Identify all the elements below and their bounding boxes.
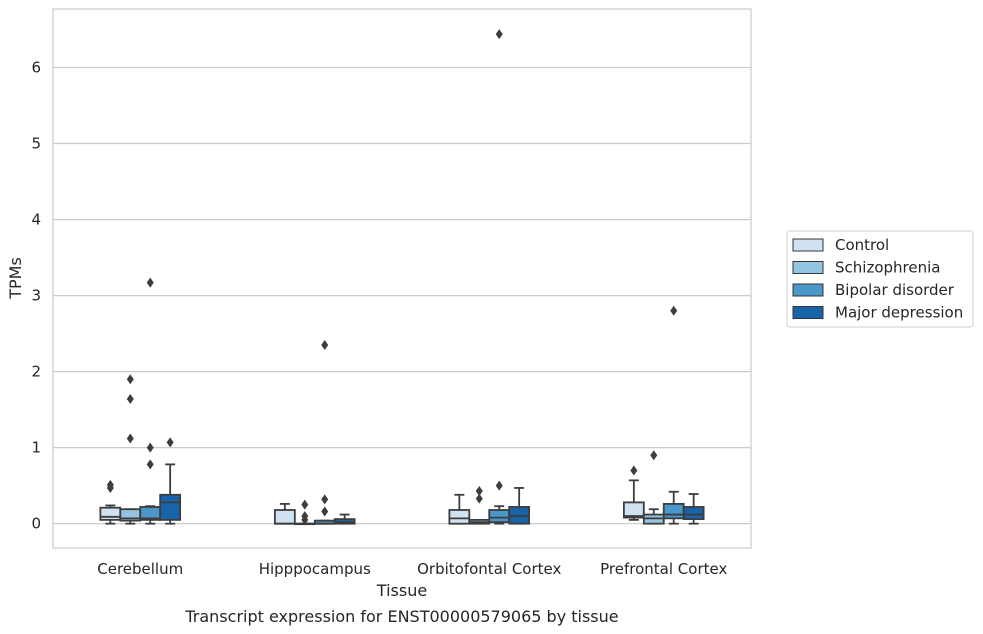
y-axis-title: TPMs [6,257,25,300]
legend-items: Control Schizophrenia Bipolar disorder Majo… [792,236,963,322]
legend-swatch [792,261,824,274]
box [99,506,122,521]
outlier-marker [495,29,503,40]
legend-label: Control [835,236,889,254]
outlier-marker [126,374,134,385]
outlier-marker [475,493,483,504]
outlier-marker [475,485,483,496]
box-group [273,340,356,526]
y-tick-label: 6 [31,59,41,77]
box-groups [99,29,705,526]
box [448,509,471,525]
plot-background [53,9,751,548]
x-tick-labels: Cerebellum Hipppocampus Orbitofontal Corte… [97,560,727,578]
y-tick-label: 0 [31,515,41,533]
outlier-marker [126,393,134,404]
box [488,509,511,524]
outlier-marker [301,499,309,510]
legend-frame [786,230,974,328]
outlier-marker [166,437,174,448]
y-tick-label: 5 [31,135,41,153]
outlier-marker [321,340,329,351]
x-tick-label: Orbitofontal Cortex [417,560,561,578]
plot-frame [52,8,752,549]
chart-caption: Transcript expression for ENST0000057906… [184,607,618,626]
box [662,503,685,520]
x-tick-label: Prefrontal Cortex [600,560,727,578]
y-tick-label: 3 [31,287,41,305]
outlier-marker [106,479,114,490]
outlier-marker [321,494,329,505]
legend-swatch [792,306,824,319]
x-tick-label: Hipppocampus [259,560,371,578]
legend-label: Bipolar disorder [835,281,955,299]
outlier-marker [146,442,154,453]
y-tick-label: 2 [31,363,41,381]
x-tick-label: Cerebellum [97,560,183,578]
gridlines [53,66,751,525]
box [622,501,645,519]
legend-label: Major depression [835,304,963,322]
box [682,506,705,521]
legend: Control Schizophrenia Bipolar disorder Majo… [786,230,974,328]
outlier-marker [495,480,503,491]
box [159,493,182,521]
legend-swatch [792,238,824,252]
legend-label: Schizophrenia [835,259,940,277]
outlier-marker [630,465,638,476]
outlier-marker [301,511,309,522]
x-axis-title: Tissue [376,581,427,600]
outlier-marker [650,450,658,461]
box-group [448,29,531,525]
y-tick-label: 1 [31,439,41,457]
box-group [99,277,182,525]
outlier-marker [126,433,134,444]
outlier-marker [670,305,678,316]
y-tick-labels: 0 1 2 3 4 5 6 [31,59,41,533]
outlier-marker [146,459,154,470]
outlier-marker [146,277,154,288]
y-tick-label: 4 [31,211,41,229]
box [273,509,296,525]
legend-swatch [792,283,824,297]
box-group [622,305,705,525]
outlier-marker [321,506,329,517]
